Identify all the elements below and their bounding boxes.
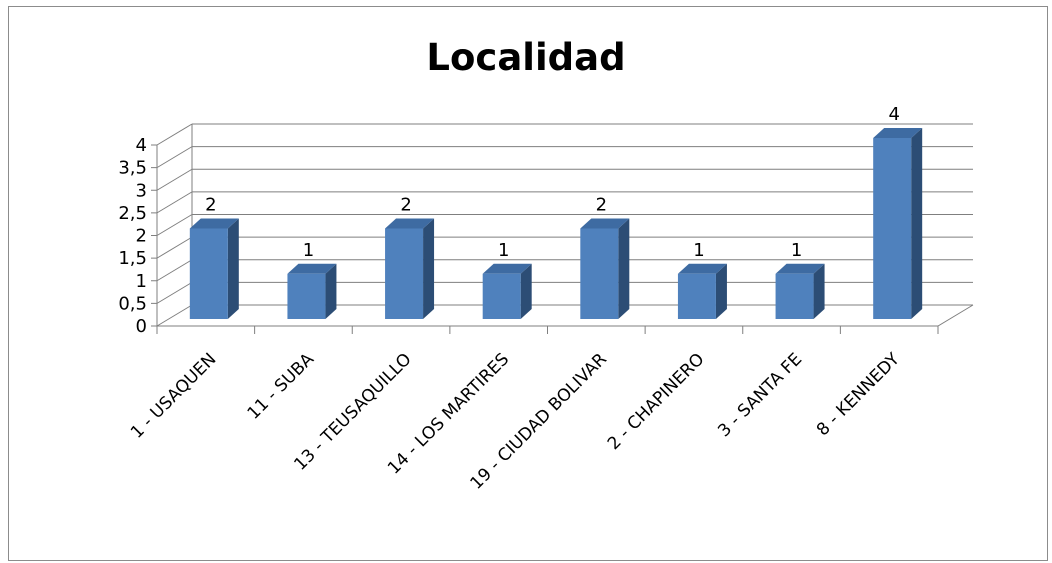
bar-side	[813, 263, 825, 319]
bar-side	[423, 218, 435, 319]
bar-top	[580, 218, 630, 229]
y-tick-label: 3,5	[118, 158, 147, 179]
y-tick-label: 2	[136, 226, 147, 247]
bar	[287, 273, 326, 319]
x-tick-label: 11 - SUBA	[244, 349, 319, 424]
data-label: 1	[791, 240, 802, 261]
bar-side	[715, 263, 727, 319]
gridline-side	[156, 259, 193, 282]
gridline-side	[156, 236, 193, 259]
floor-edge	[157, 304, 974, 327]
y-tick-label: 1,5	[118, 248, 147, 269]
data-label: 2	[205, 195, 216, 216]
bar-side	[520, 263, 532, 319]
bar	[677, 273, 716, 319]
gridline-side	[156, 168, 193, 191]
bar	[873, 138, 912, 319]
gridline-side	[156, 146, 193, 169]
gridline-side	[156, 191, 193, 214]
bar-side	[911, 128, 923, 319]
x-tick-label: 8 - KENNEDY	[813, 349, 904, 440]
gridline-side	[156, 214, 193, 236]
y-tick-label: 0	[136, 316, 147, 337]
gridline-side	[156, 281, 193, 304]
bar	[189, 228, 228, 319]
y-tick-label: 2,5	[118, 203, 147, 224]
y-tick-label: 0,5	[118, 293, 147, 314]
bar-top	[873, 128, 923, 138]
bar-top	[677, 263, 727, 274]
bar	[580, 228, 619, 319]
bar-top	[775, 263, 825, 274]
y-tick-label: 3	[136, 180, 147, 201]
data-label: 4	[888, 104, 899, 125]
bar-top	[287, 263, 337, 274]
gridline-side	[156, 123, 193, 146]
x-tick-label: 3 - SANTA FE	[714, 349, 806, 441]
bar	[775, 273, 814, 319]
data-label: 1	[498, 240, 509, 261]
bar	[482, 273, 521, 319]
y-tick-label: 4	[136, 135, 147, 156]
data-label: 2	[400, 195, 411, 216]
bar-side	[325, 263, 337, 319]
data-label: 1	[693, 240, 704, 261]
bar	[385, 228, 424, 319]
x-tick-label: 2 - CHAPINERO	[604, 349, 709, 454]
gridline-side	[156, 304, 193, 327]
data-label: 2	[596, 195, 607, 216]
y-tick-label: 1	[136, 271, 147, 292]
bar-side	[618, 218, 630, 319]
chart-title: Localidad	[426, 36, 626, 79]
bar-top	[385, 218, 435, 229]
x-tick-label: 1 - USAQUEN	[127, 349, 220, 442]
bar-top	[482, 263, 532, 274]
bar-top	[189, 218, 239, 229]
data-label: 1	[303, 240, 314, 261]
bar-side	[227, 218, 239, 319]
